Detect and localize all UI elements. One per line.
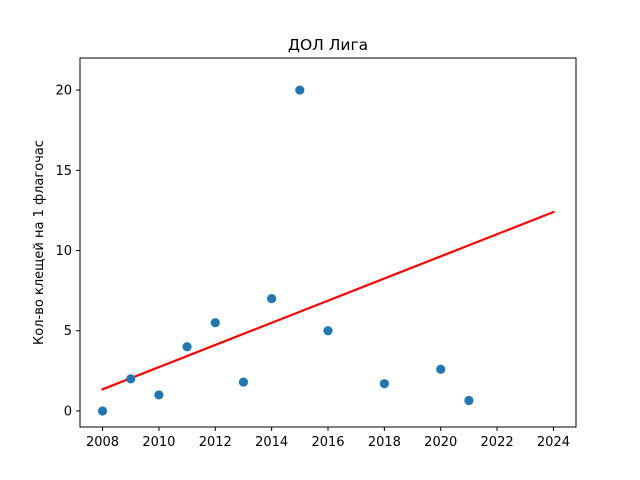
- x-axis: 2008 2010 2012 2014 2016 2018 2020 2022 2024: [86, 427, 570, 450]
- x-tick-label: 2022: [481, 435, 514, 450]
- y-tick-label: 10: [55, 244, 72, 259]
- data-point: [464, 395, 474, 406]
- trend-line: [101, 210, 555, 391]
- data-point: [154, 390, 164, 400]
- data-point: [379, 379, 389, 389]
- data-point: [126, 374, 136, 384]
- x-tick-label: 2024: [537, 435, 570, 450]
- y-axis: 0 5 10 15 20: [55, 84, 80, 419]
- data-point: [210, 318, 220, 328]
- x-tick-label: 2020: [424, 435, 457, 450]
- data-point: [436, 364, 446, 374]
- x-tick-label: 2014: [255, 435, 288, 450]
- data-points-layer: [97, 85, 474, 416]
- data-point: [182, 342, 192, 352]
- x-tick-label: 2010: [142, 435, 175, 450]
- x-tick-label: 2016: [311, 435, 344, 450]
- y-tick-label: 20: [55, 84, 72, 99]
- trend-line-layer: [101, 210, 555, 391]
- data-point: [323, 326, 333, 336]
- y-axis-title: Кол-во клещей на 1 флагочас: [32, 140, 47, 345]
- x-tick-label: 2018: [368, 435, 401, 450]
- y-tick-label: 15: [55, 164, 72, 179]
- x-tick-label: 2008: [86, 435, 119, 450]
- y-tick-label: 0: [64, 404, 72, 419]
- chart-title: ДОЛ Лига: [288, 36, 368, 54]
- data-point: [295, 85, 305, 95]
- y-tick-label: 5: [64, 324, 72, 339]
- data-point: [97, 406, 108, 416]
- data-point: [238, 377, 249, 387]
- data-point: [267, 294, 277, 304]
- x-tick-label: 2012: [199, 435, 232, 450]
